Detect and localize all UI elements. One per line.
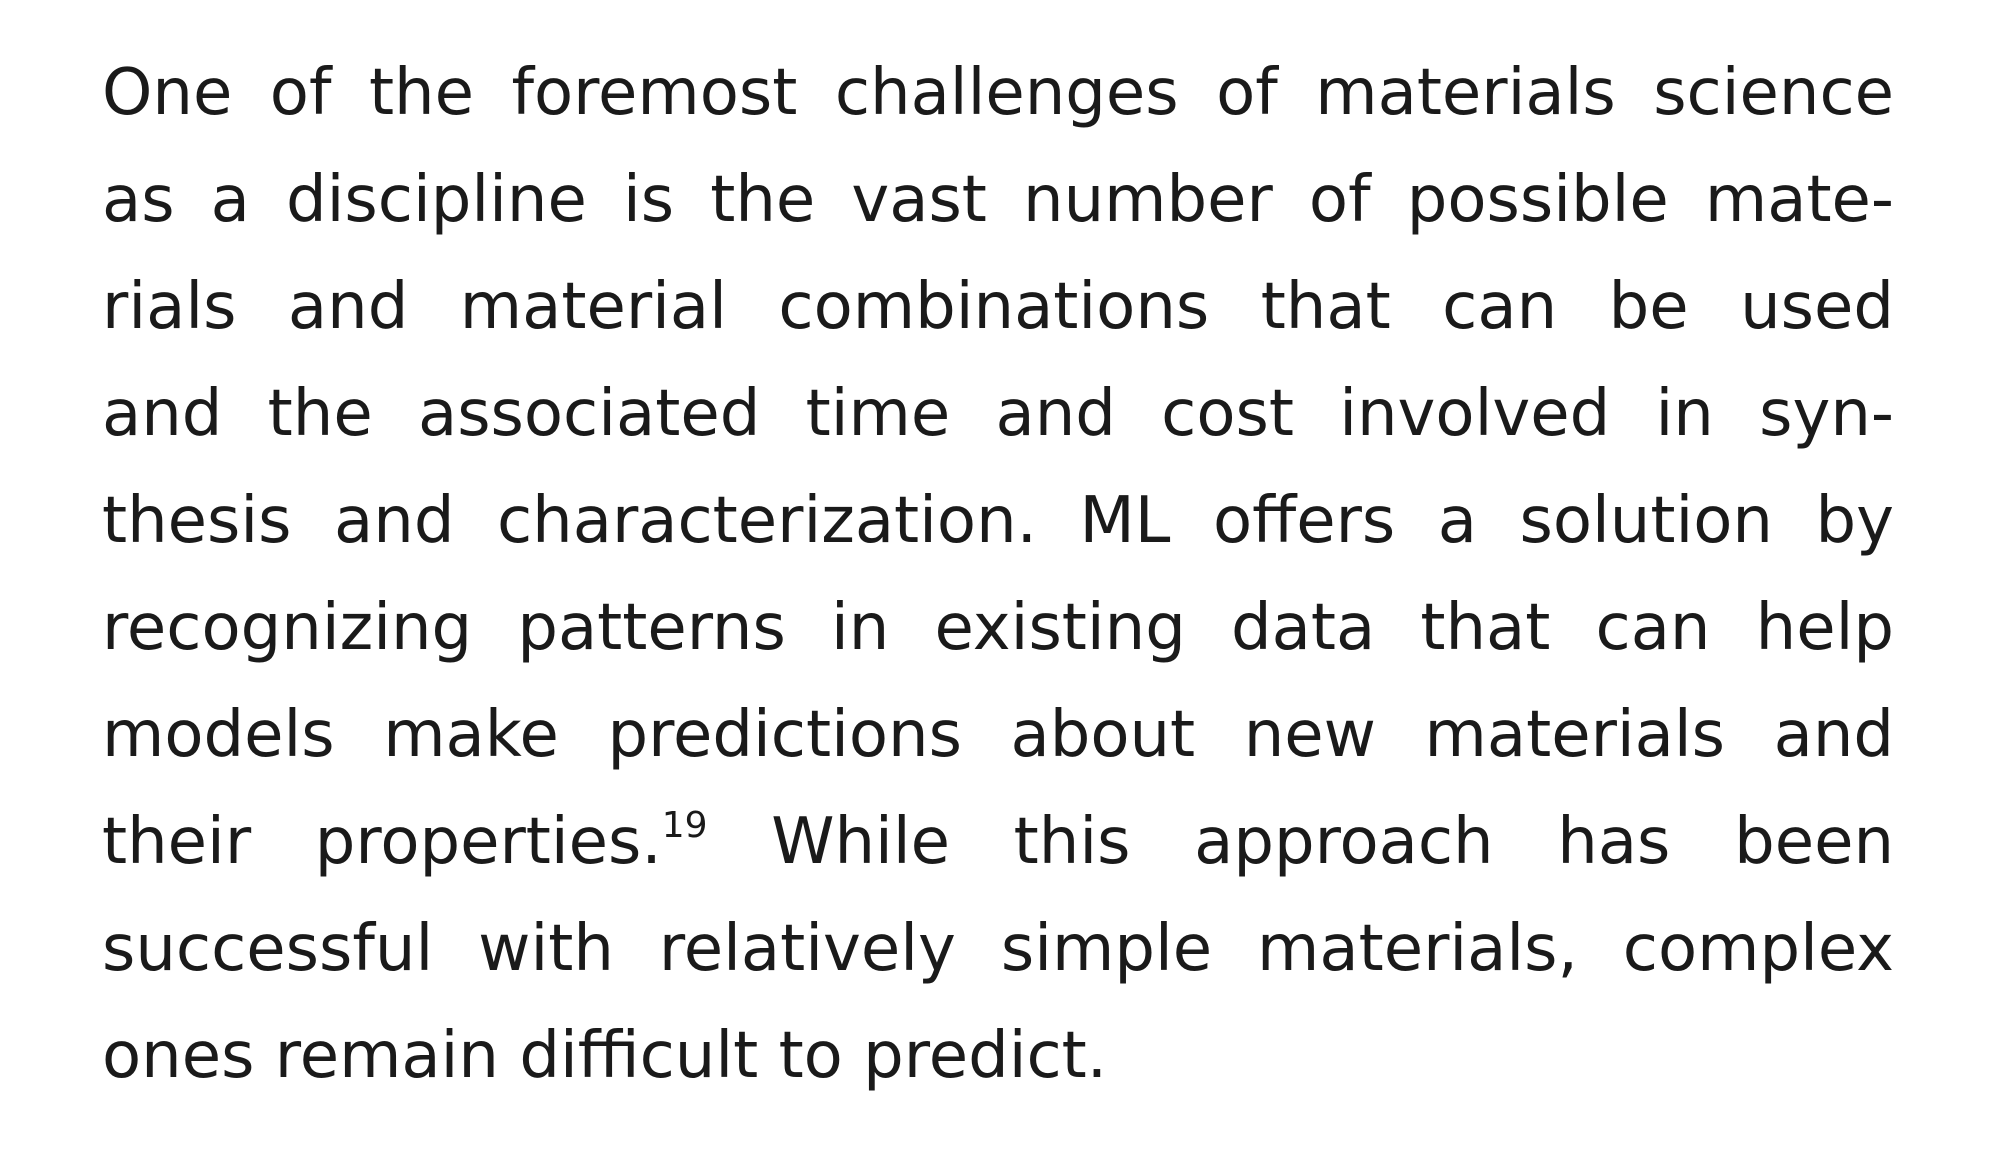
text-line: as a discipline is the vast number of po… bbox=[102, 163, 1894, 237]
text-segment: While this approach has been bbox=[707, 805, 1895, 879]
text-line: successful with relatively simple materi… bbox=[102, 912, 1894, 986]
text-segment: their properties. bbox=[102, 805, 662, 879]
text-line: models make predictions about new materi… bbox=[102, 698, 1894, 772]
body-paragraph: One of the foremost challenges of materi… bbox=[102, 40, 1894, 1110]
citation-superscript: 19 bbox=[661, 805, 708, 846]
text-line: thesis and characterization. ML offers a… bbox=[102, 484, 1894, 558]
text-line: rials and material combinations that can… bbox=[102, 270, 1894, 344]
text-line: and the associated time and cost involve… bbox=[102, 377, 1894, 451]
text-line: ones remain difficult to predict. bbox=[102, 1019, 1108, 1093]
text-line-with-citation: their properties.19 While this approach … bbox=[102, 789, 1894, 896]
text-line: recognizing patterns in existing data th… bbox=[102, 591, 1894, 665]
text-line: One of the foremost challenges of materi… bbox=[102, 56, 1894, 130]
